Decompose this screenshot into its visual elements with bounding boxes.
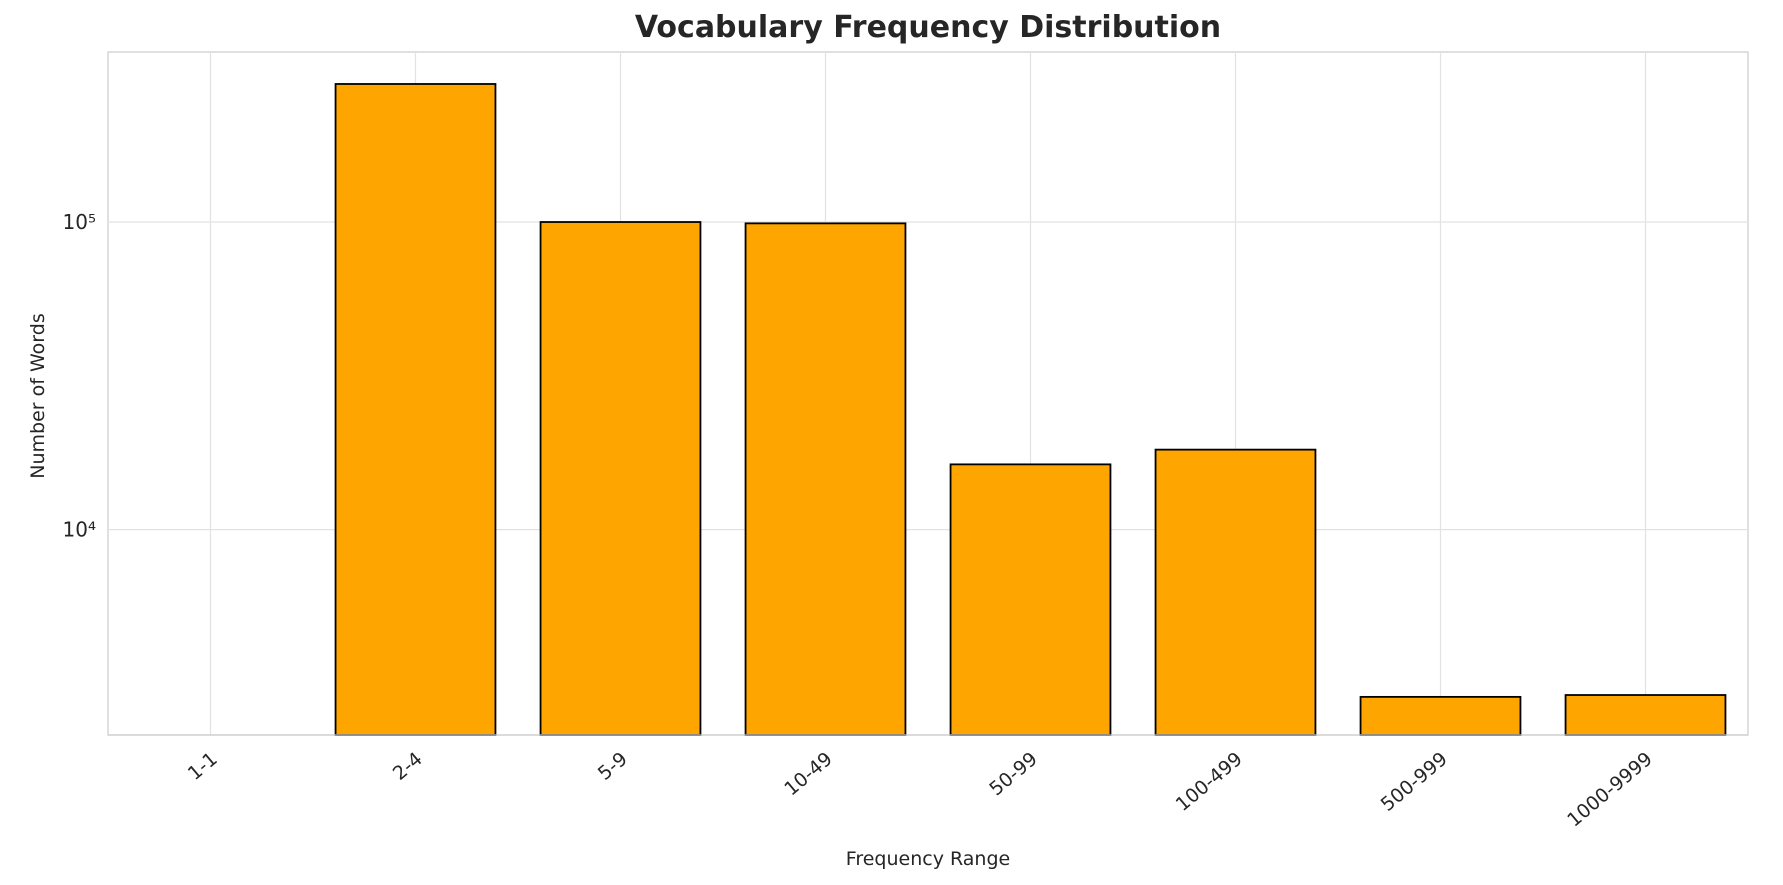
x-tick-label: 1000-9999 [1563,748,1656,831]
y-tick-label: 10⁴ [63,518,96,542]
chart-title: Vocabulary Frequency Distribution [634,10,1222,45]
bar-1000-9999 [1564,694,1727,736]
bar-100-499 [1154,448,1317,736]
x-tick-label: 1-1 [184,748,222,785]
bar-2-4 [334,83,497,736]
x-tick-label: 2-4 [389,748,427,785]
y-axis-label: Number of Words [27,313,49,479]
y-tick-label: 10⁵ [63,210,96,234]
x-axis-label: Frequency Range [845,848,1011,870]
bar-50-99 [949,463,1112,736]
bar-10-49 [744,222,907,736]
bar-500-999 [1359,695,1522,736]
x-tick-label: 50-99 [985,748,1041,800]
x-tick-label: 500-999 [1377,748,1452,816]
x-tick-label: 100-499 [1172,748,1247,816]
x-tick-label: 5-9 [594,748,632,785]
bar-5-9 [539,221,702,736]
x-tick-label: 10-49 [780,748,836,800]
